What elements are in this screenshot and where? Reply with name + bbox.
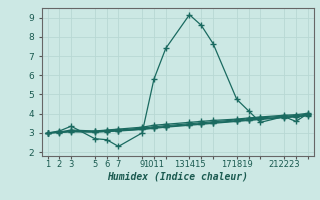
X-axis label: Humidex (Indice chaleur): Humidex (Indice chaleur) [107, 172, 248, 182]
